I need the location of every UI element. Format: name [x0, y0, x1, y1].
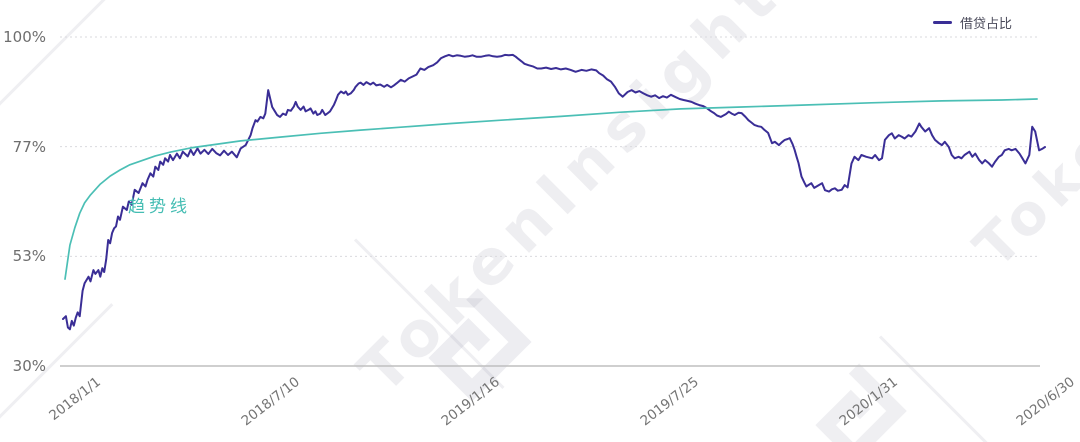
legend-line-marker-icon — [932, 21, 952, 24]
y-axis-tick-label: 100% — [3, 28, 46, 46]
x-axis-tick-label: 2018/7/10 — [238, 374, 304, 430]
loan-ratio-line — [62, 53, 1046, 331]
x-axis-tick-label: 2020/6/30 — [1013, 374, 1078, 430]
y-axis-tick-label: 77% — [12, 137, 46, 156]
x-axis-tick-label: 2020/1/31 — [836, 374, 902, 430]
x-axis-tick-label: 2019/7/25 — [637, 374, 702, 430]
y-axis-tick-label: 30% — [12, 357, 46, 375]
legend-item-loan-ratio[interactable]: 借贷占比 — [932, 13, 1012, 32]
x-axis-tick-label: 2019/1/16 — [438, 374, 503, 430]
trend-line — [64, 98, 1038, 280]
y-axis-tick-label: 53% — [12, 247, 46, 266]
trend-line-label: 趋势线 — [128, 197, 191, 217]
legend-label: 借贷占比 — [959, 17, 1012, 32]
y-axis-labels: 100% 77% 53% 30% — [0, 0, 46, 442]
x-axis-tick-label: 2018/1/1 — [46, 374, 104, 424]
